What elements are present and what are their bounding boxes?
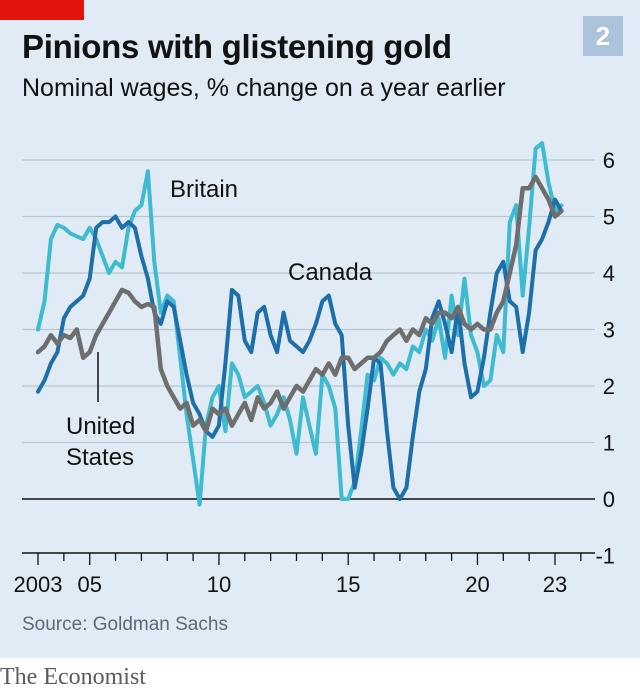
x-tick-label: 2003 [14, 572, 63, 597]
series-line-united-states [35, 174, 564, 434]
series-label-united-states-line2: States [66, 444, 134, 471]
x-tick-label: 05 [77, 572, 101, 597]
series-label-canada: Canada [288, 259, 373, 286]
series-label-united-states-line1: United [66, 413, 135, 440]
y-tick-label: -1 [595, 544, 615, 569]
x-axis: 2003 05 10 15 20 23 [14, 552, 595, 597]
x-tick-label: 10 [207, 572, 231, 597]
x-tick-label: 23 [543, 572, 567, 597]
chart-card: Pinions with glistening gold Nominal wag… [0, 0, 640, 658]
series-lines [35, 141, 564, 507]
series-label-britain: Britain [170, 176, 238, 203]
series-line-britain [36, 141, 564, 507]
chart-number-badge: 2 [583, 16, 623, 56]
chart-subtitle: Nominal wages, % change on a year earlie… [22, 74, 506, 102]
series-labels: Britain Canada United States [66, 176, 373, 471]
y-tick-label: 2 [603, 374, 615, 399]
series-line-canada [36, 197, 564, 501]
chart-title: Pinions with glistening gold [22, 28, 452, 65]
y-tick-label: 6 [603, 148, 615, 173]
y-tick-label: 4 [603, 261, 615, 286]
brand-logo: The Economist [0, 664, 146, 690]
red-tag [0, 0, 84, 20]
series-label-united-states: United States [66, 413, 135, 471]
source-note: Source: Goldman Sachs [22, 614, 228, 635]
x-tick-label: 15 [336, 572, 360, 597]
y-axis-labels: 6 5 4 3 2 1 0 -1 [595, 148, 615, 569]
y-tick-label: 3 [603, 318, 615, 343]
y-tick-label: 5 [603, 205, 615, 230]
y-tick-label: 1 [603, 431, 615, 456]
x-tick-label: 20 [465, 572, 489, 597]
y-tick-label: 0 [603, 487, 615, 512]
